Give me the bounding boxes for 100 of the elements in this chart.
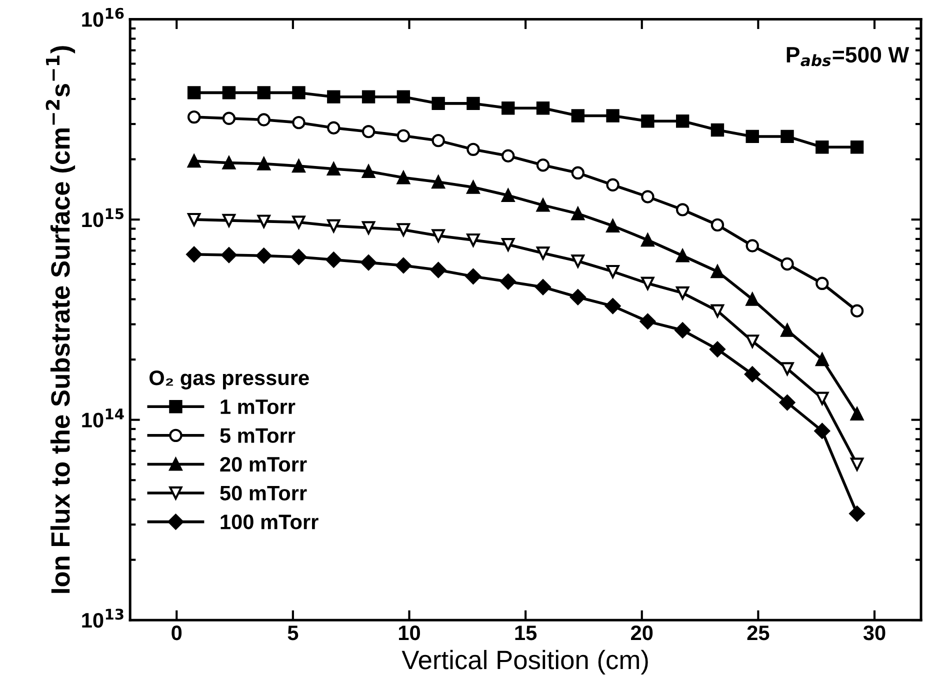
point xyxy=(292,86,306,100)
point xyxy=(816,352,829,366)
point xyxy=(606,264,620,278)
point xyxy=(466,180,480,194)
point xyxy=(746,292,759,306)
point xyxy=(327,219,340,232)
x-tick-label: 10 xyxy=(398,626,420,640)
point xyxy=(780,257,794,271)
point xyxy=(606,219,620,232)
legend-label: 100 mTorr xyxy=(220,514,318,530)
point xyxy=(327,121,340,134)
point xyxy=(850,407,864,421)
y-tick-label: 10$^{14}$ xyxy=(82,408,124,428)
point xyxy=(187,86,201,100)
point xyxy=(396,223,410,236)
point xyxy=(256,248,272,264)
point xyxy=(641,233,654,247)
point xyxy=(327,162,340,176)
point xyxy=(676,203,690,216)
legend-title: O₂ gas pressure xyxy=(150,370,309,390)
point xyxy=(465,268,482,284)
point xyxy=(849,506,865,522)
point xyxy=(222,156,236,170)
point xyxy=(536,198,550,212)
point xyxy=(710,341,726,358)
point xyxy=(326,252,342,268)
legend-label: 5 mTorr xyxy=(220,428,296,443)
point xyxy=(502,149,515,162)
point xyxy=(746,130,759,144)
point xyxy=(676,286,690,300)
point xyxy=(430,262,446,278)
point xyxy=(536,102,550,115)
point xyxy=(432,175,445,189)
point xyxy=(362,164,376,178)
point xyxy=(327,90,340,104)
y-tick-label: 10$^{13}$ xyxy=(82,608,124,628)
x-tick-label: 20 xyxy=(631,626,653,640)
y-axis-title: Ion Flux to the Substrate Surface (cm$^{−2}$s$^{−1}$) xyxy=(46,46,76,593)
point xyxy=(187,154,201,168)
point xyxy=(396,90,410,104)
point xyxy=(676,249,690,262)
point xyxy=(571,207,585,220)
point xyxy=(466,142,480,156)
x-tick-label: 0 xyxy=(172,626,182,640)
point xyxy=(222,214,236,228)
annotation: P$_{abs}$=500 W xyxy=(786,46,910,66)
point xyxy=(536,158,550,172)
point xyxy=(292,159,306,173)
point xyxy=(850,140,864,154)
point xyxy=(222,112,236,125)
point xyxy=(779,394,796,410)
point xyxy=(571,254,585,268)
point xyxy=(222,86,236,100)
point xyxy=(710,264,724,278)
point xyxy=(502,102,515,115)
point xyxy=(850,304,864,318)
point xyxy=(290,249,307,265)
point xyxy=(710,123,724,137)
point xyxy=(396,129,410,142)
point xyxy=(257,86,270,100)
point xyxy=(571,166,585,180)
point xyxy=(641,114,654,128)
point xyxy=(502,188,515,202)
point xyxy=(500,274,516,290)
point xyxy=(536,246,550,260)
point xyxy=(571,109,585,122)
point xyxy=(502,238,515,252)
point xyxy=(362,90,376,104)
point xyxy=(814,423,830,439)
point xyxy=(432,134,445,148)
point xyxy=(780,324,794,337)
point xyxy=(432,229,445,242)
point xyxy=(816,140,829,154)
point xyxy=(432,96,445,110)
point xyxy=(362,124,376,138)
legend-label: 20 mTorr xyxy=(220,456,307,472)
point xyxy=(187,212,201,226)
y-tick-label: 10$^{16}$ xyxy=(82,8,124,27)
point xyxy=(710,218,724,232)
point xyxy=(186,246,202,262)
legend-label: 50 mTorr xyxy=(220,486,307,501)
point xyxy=(466,96,480,110)
x-tick-label: 30 xyxy=(863,626,886,640)
point xyxy=(641,276,654,290)
point xyxy=(710,304,724,318)
point xyxy=(360,254,376,270)
point xyxy=(187,110,201,124)
x-tick-label: 15 xyxy=(515,626,537,640)
point xyxy=(746,239,759,252)
point xyxy=(292,216,306,229)
point xyxy=(850,458,864,471)
point xyxy=(606,178,620,192)
point xyxy=(396,171,410,184)
point xyxy=(292,116,306,130)
point xyxy=(466,233,480,247)
point xyxy=(676,114,690,128)
x-tick-label: 25 xyxy=(747,626,770,640)
x-tick-label: 5 xyxy=(288,626,298,640)
y-tick-label: 10$^{15}$ xyxy=(82,208,124,228)
point xyxy=(746,334,759,348)
